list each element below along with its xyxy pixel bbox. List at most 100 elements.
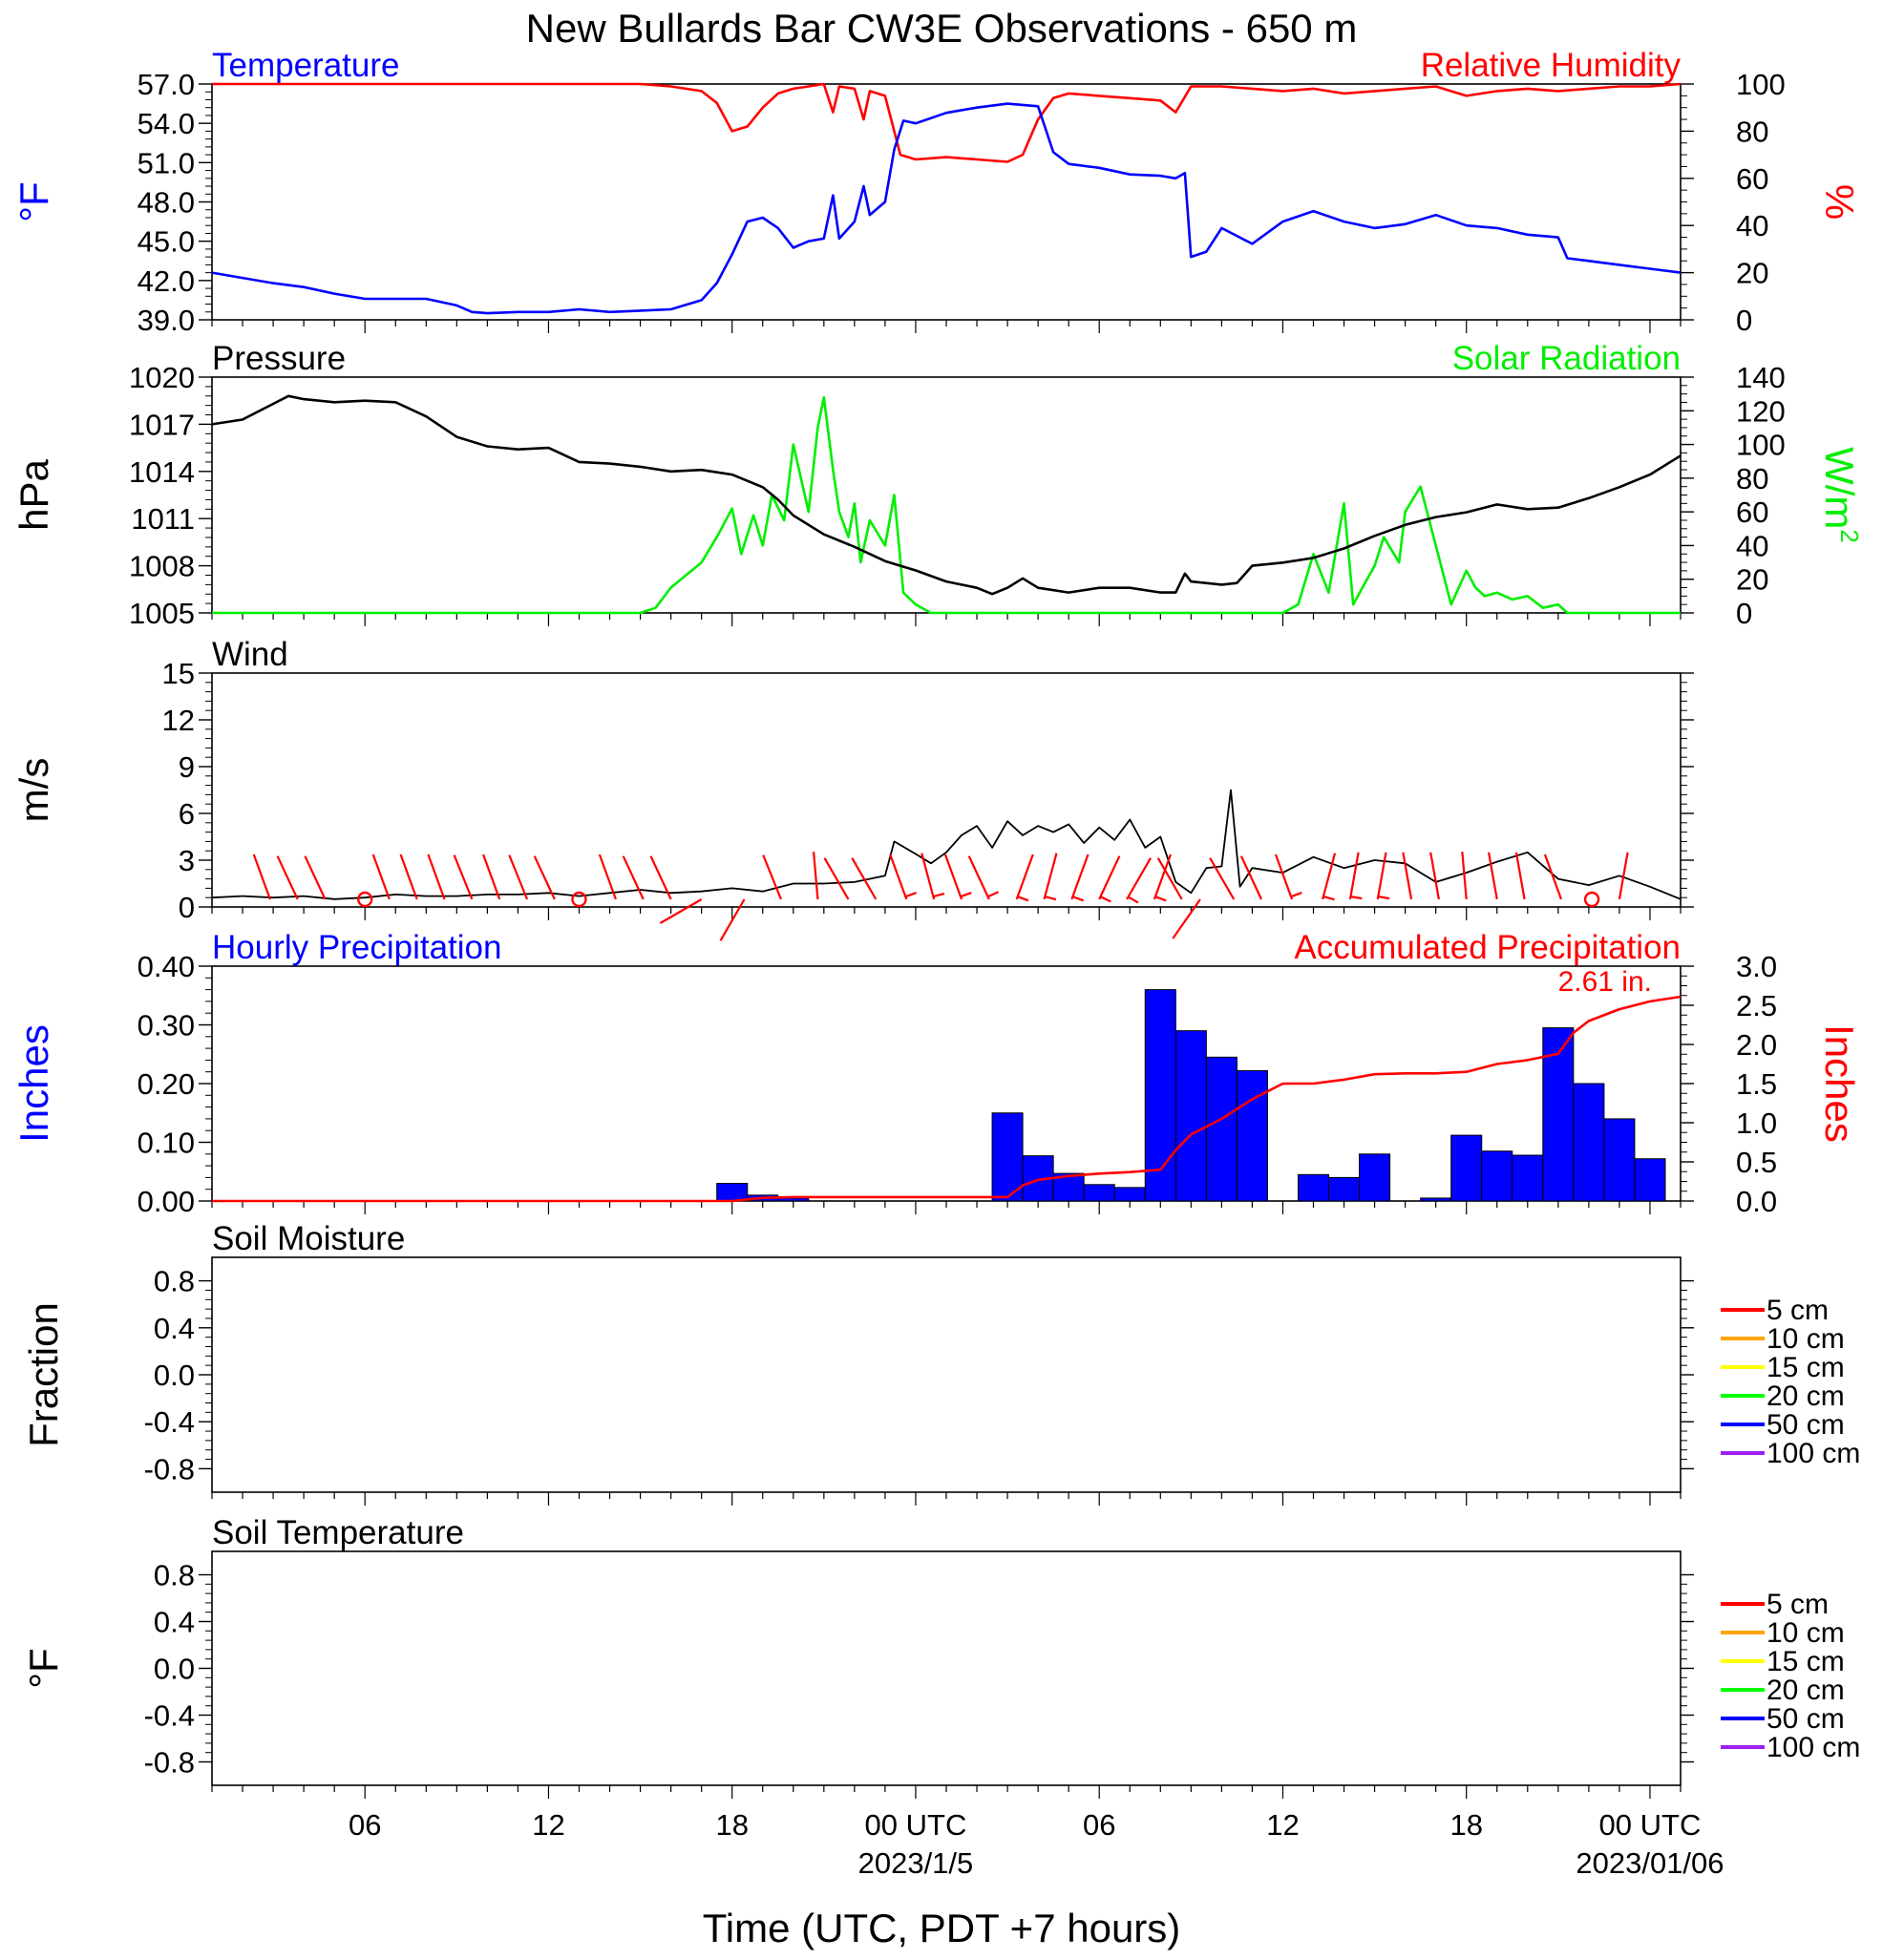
- wind-barb: [1153, 854, 1173, 900]
- wind-barb: [762, 854, 782, 900]
- hourly-precip-bar: [1083, 1184, 1115, 1202]
- legend-label: 10 cm: [1767, 1617, 1845, 1649]
- wind-barb: [482, 854, 501, 900]
- y-right-tick-label: 40: [1736, 209, 1768, 242]
- plot-frame: [211, 672, 1682, 908]
- y-right-tick-label: 80: [1736, 115, 1768, 148]
- y-right-tick-label: 3.0: [1736, 950, 1777, 983]
- x-tick-date-label: 2023/01/06: [1576, 1846, 1724, 1880]
- y-axis-label-left: Inches: [11, 1024, 56, 1143]
- y-right-tick-label: 1.0: [1736, 1106, 1777, 1140]
- y-right-tick-label: 0.0: [1736, 1185, 1777, 1218]
- y-right-tick-label: 0.5: [1736, 1146, 1777, 1179]
- wind-barb-flag: [1322, 896, 1335, 901]
- time-axis: 06 12 18 00 UTC 2023/1/5 06 12 18 00 UTC 2023/01/…: [349, 1808, 1724, 1880]
- panel-title-left: Temperature: [212, 47, 399, 84]
- legend-label: 15 cm: [1767, 1352, 1845, 1383]
- wind-speed-line: [211, 789, 1682, 900]
- y-axis-label-right: %: [1817, 184, 1862, 220]
- y-axis-label-right-text: Inches: [1817, 1024, 1862, 1143]
- y-tick-label: 48.0: [138, 186, 195, 220]
- x-tick-label: 06: [1083, 1808, 1115, 1842]
- wind-barb: [812, 852, 819, 900]
- y-axis-label-left: Fraction: [21, 1302, 66, 1447]
- x-tick-label: 06: [349, 1808, 381, 1842]
- panel-title-left: Hourly Precipitation: [212, 929, 501, 966]
- y-axis-label-right-sup: 2: [1835, 529, 1864, 542]
- x-tick-label: 12: [532, 1808, 564, 1842]
- panel-precipitation: Hourly Precipitation Accumulated Precipit…: [11, 929, 1862, 1218]
- hourly-precip-bar: [1450, 1134, 1483, 1202]
- accumulated-precip-line: [212, 995, 1682, 1203]
- y-tick-label: 1014: [129, 455, 195, 489]
- y-tick-label: 6: [179, 797, 195, 831]
- y-tick-label: 12: [162, 704, 195, 737]
- wind-barb-flag: [933, 892, 945, 898]
- wind-barb-flag: [960, 892, 972, 898]
- y-tick-label: 0.40: [138, 950, 195, 983]
- y-right-tick-label: 2.5: [1736, 989, 1777, 1022]
- y-right-tick-label: 1.5: [1736, 1067, 1777, 1101]
- calm-wind-marker: [571, 891, 587, 908]
- x-axis-label: Time (UTC, PDT +7 hours): [703, 1906, 1181, 1950]
- legend-label: 100 cm: [1767, 1438, 1860, 1469]
- solar-radiation-line: [212, 395, 1681, 615]
- wind-barb: [533, 855, 556, 900]
- plot-frame: [211, 1550, 1682, 1786]
- wind-barb: [1172, 898, 1201, 939]
- wind-barb: [943, 854, 963, 900]
- y-tick-label: 3: [179, 844, 195, 877]
- hourly-precip-bar: [1359, 1153, 1391, 1202]
- wind-barb: [622, 855, 645, 900]
- x-tick-label: 18: [715, 1808, 748, 1842]
- y-right-tick-label: 120: [1736, 394, 1786, 428]
- y-tick-label: 54.0: [138, 107, 195, 140]
- y-right-tick-label: 40: [1736, 529, 1768, 562]
- y-tick-label: 0.8: [154, 1265, 195, 1298]
- x-tick-label: 00 UTC: [1599, 1808, 1702, 1842]
- panels: Temperature Relative Humidity 57.0 54.0 51.0…: [11, 47, 1864, 1799]
- wind-barb-flag: [1378, 895, 1390, 900]
- wind-barb: [1043, 853, 1058, 900]
- hourly-precip-bar: [1512, 1154, 1544, 1202]
- hourly-precip-bar: [1297, 1173, 1330, 1202]
- y-tick-label: 0.10: [138, 1127, 195, 1160]
- wind-barb-flag: [1100, 896, 1111, 903]
- wind-barb: [453, 854, 474, 900]
- x-tick-date-label: 2023/1/5: [858, 1846, 974, 1880]
- x-tick-label: 12: [1266, 1808, 1299, 1842]
- y-tick-label: 1008: [129, 550, 195, 583]
- y-tick-label: 1005: [129, 597, 195, 630]
- wind-barb-flag: [1045, 896, 1057, 901]
- y-tick-label: 45.0: [138, 225, 195, 259]
- y-tick-label: 0.8: [154, 1559, 195, 1592]
- wind-barb: [1209, 857, 1236, 900]
- legend-label: 5 cm: [1767, 1295, 1829, 1326]
- legend-label: 50 cm: [1767, 1703, 1845, 1735]
- wind-barb-flag: [987, 891, 999, 898]
- legend-label: 20 cm: [1767, 1380, 1845, 1412]
- wind-barb: [823, 857, 850, 900]
- legend-label: 100 cm: [1767, 1732, 1860, 1763]
- wind-barb: [1461, 852, 1468, 900]
- y-tick-label: 57.0: [138, 68, 195, 101]
- wind-barb: [1126, 857, 1152, 900]
- temperature-line: [211, 102, 1682, 315]
- hourly-bars: [716, 989, 1666, 1202]
- wind-barb: [659, 898, 703, 924]
- wind-barb: [1098, 855, 1121, 900]
- y-axis-label-right-text: W/m: [1817, 447, 1862, 529]
- legend-label: 10 cm: [1767, 1323, 1845, 1355]
- calm-wind-marker: [1583, 891, 1600, 908]
- y-tick-label: 0.30: [138, 1009, 195, 1043]
- y-tick-label: 0.00: [138, 1185, 195, 1218]
- wind-barb: [1070, 854, 1090, 900]
- hourly-precip-bar: [1236, 1069, 1268, 1202]
- panel-wind: Wind 15 12 9 6 3 0 m/s: [11, 636, 1694, 941]
- y-tick-label: 0.20: [138, 1067, 195, 1101]
- panel-soil-moisture: Soil Moisture 0.8 0.4 0.0 -0.4 -0.8 Fraction 5 …: [21, 1220, 1860, 1506]
- y-axis-label-left: °F: [21, 1648, 66, 1688]
